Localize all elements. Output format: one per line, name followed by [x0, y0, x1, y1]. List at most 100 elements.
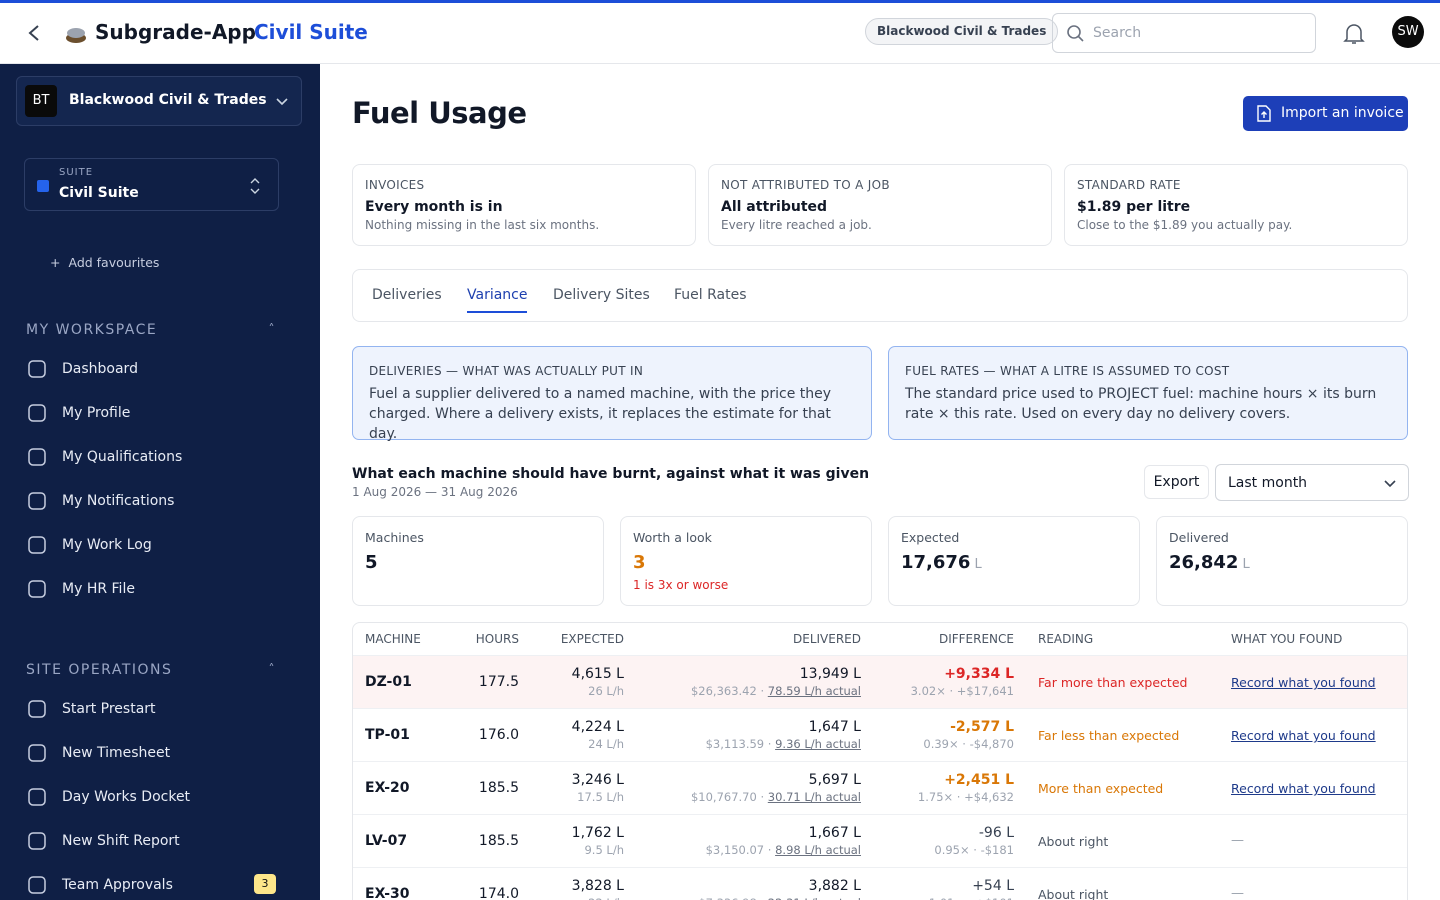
nav-item[interactable]: Dashboard	[26, 358, 138, 380]
column-header: DELIVERED	[793, 632, 861, 646]
suite-value: Civil Suite	[59, 185, 139, 201]
section-title-text: MY WORKSPACE	[26, 322, 158, 338]
sidebar: BT Blackwood Civil & Trades SUITE Civil …	[0, 64, 320, 900]
delivered-rate: 9.36 L/h actual	[775, 737, 861, 751]
delivered-detail: $3,113.59 · 9.36 L/h actual	[624, 737, 861, 751]
notifications-button[interactable]	[1343, 22, 1365, 46]
column-header: WHAT YOU FOUND	[1231, 632, 1343, 646]
card-value: Every month is in	[365, 199, 503, 215]
reading: Far more than expected	[1038, 675, 1188, 690]
expected-rate: 9.5 L/h	[584, 843, 624, 857]
delivered-cost: $26,363.42 ·	[690, 684, 768, 698]
tab[interactable]: Delivery Sites	[553, 287, 650, 303]
org-name: Blackwood Civil & Trades	[69, 92, 267, 108]
add-favourites-label: Add favourites	[68, 255, 160, 270]
info-text: The standard price used to PROJECT fuel:…	[905, 386, 1377, 422]
nav-icon	[28, 360, 46, 378]
stat-value: 26,842 L	[1169, 552, 1250, 573]
expected: 3,246 L	[571, 772, 624, 788]
suite-switcher[interactable]: SUITE Civil Suite	[24, 158, 279, 211]
info-box: DELIVERIES — WHAT WAS ACTUALLY PUT IN Fue…	[352, 346, 872, 442]
nav-item[interactable]: My HR File	[26, 578, 135, 600]
nav-item[interactable]: My Qualifications	[26, 446, 182, 468]
difference-detail: 0.95× · -$181	[934, 843, 1014, 857]
stat-value: 3	[633, 552, 646, 573]
difference: -96 L	[978, 825, 1014, 841]
back-button[interactable]	[24, 23, 44, 43]
avatar[interactable]: SW	[1392, 16, 1424, 48]
import-button[interactable]: Import an invoice	[1243, 96, 1408, 131]
nav-icon	[28, 492, 46, 510]
app-logo	[66, 28, 86, 43]
tab[interactable]: Fuel Rates	[674, 287, 747, 303]
difference: +54 L	[972, 878, 1014, 894]
tab[interactable]: Deliveries	[372, 287, 442, 303]
suite-dot	[37, 180, 49, 192]
nav-item[interactable]: New Timesheet	[26, 742, 170, 764]
nav-label: Dashboard	[62, 361, 138, 377]
card-value: All attributed	[721, 199, 828, 215]
nav-item[interactable]: Team Approvals 3	[26, 874, 276, 896]
delivered-rate: 22.31 L/h actual	[768, 896, 861, 900]
delivered-detail: $3,150.07 · 8.98 L/h actual	[624, 843, 861, 857]
nav-item[interactable]: Start Prestart	[26, 698, 156, 720]
nav-label: My Qualifications	[62, 449, 183, 465]
tab-bar: Deliveries Variance Delivery Sites Fuel Rat…	[352, 269, 1408, 322]
machine: EX-20	[365, 780, 410, 796]
delivered: 13,949 L	[799, 666, 861, 682]
nav-item[interactable]: My Profile	[26, 402, 130, 424]
record-link[interactable]: Record what you found	[1231, 781, 1376, 796]
nav-icon	[28, 448, 46, 466]
nav-label: My HR File	[62, 581, 135, 597]
expected-rate: 26 L/h	[588, 684, 624, 698]
nav-item[interactable]: My Work Log	[26, 534, 152, 556]
expected: 3,828 L	[571, 878, 624, 894]
stat-label: Delivered	[1169, 530, 1229, 545]
nav-item[interactable]: My Notifications	[26, 490, 174, 512]
stat-card: Worth a look 3 1 is 3x or worse	[620, 516, 872, 606]
nav-item[interactable]: Day Works Docket	[26, 786, 190, 808]
org-switcher[interactable]: BT Blackwood Civil & Trades	[16, 76, 302, 126]
search-placeholder: Search	[1093, 25, 1142, 41]
delivered-rate: 78.59 L/h actual	[767, 684, 861, 698]
search-box[interactable]: Search	[1052, 13, 1316, 53]
reading: About right	[1038, 887, 1109, 900]
card-note: Every litre reached a job.	[721, 218, 872, 232]
hours: 185.5	[478, 833, 519, 849]
nav-icon	[28, 404, 46, 422]
summary-card: NOT ATTRIBUTED TO A JOB All attributed Eve…	[708, 164, 1052, 246]
section-title: MY WORKSPACE ˄	[26, 322, 276, 338]
difference-detail: 3.02× · +$17,641	[910, 684, 1014, 698]
summary-card: INVOICES Every month is in Nothing missing…	[352, 164, 696, 246]
info-box: FUEL RATES — WHAT A LITRE IS ASSUMED TO …	[888, 346, 1408, 440]
delivered-cost: $10,767.70 ·	[690, 790, 768, 804]
column-header: EXPECTED	[560, 632, 624, 646]
delivered-rate: 30.71 L/h actual	[767, 790, 861, 804]
column-header: MACHINE	[365, 632, 421, 646]
difference-detail: 1.01× · +$101	[861, 896, 1014, 900]
nav-label: My Profile	[62, 405, 131, 421]
hours: 174.0	[478, 886, 519, 900]
card-label: STANDARD RATE	[1077, 178, 1181, 192]
nav-item[interactable]: New Shift Report	[26, 830, 180, 852]
delivered-cost: $7,336.98 ·	[698, 896, 768, 900]
machine: EX-30	[365, 886, 410, 900]
section-heading: What each machine should have burnt, aga…	[352, 466, 870, 482]
reading: More than expected	[1038, 781, 1164, 796]
delivered: 1,667 L	[808, 825, 861, 841]
add-favourites[interactable]: + Add favourites	[50, 255, 160, 270]
period-select[interactable]: Last month	[1215, 464, 1409, 501]
org-initials: BT	[25, 85, 57, 117]
machine: TP-01	[365, 727, 410, 743]
record-link[interactable]: Record what you found	[1231, 675, 1376, 690]
export-button[interactable]: Export	[1144, 465, 1209, 499]
stat-label: Worth a look	[633, 530, 712, 545]
section-title-text: SITE OPERATIONS	[26, 662, 173, 678]
stat-label: Expected	[901, 530, 960, 545]
nav-icon	[28, 876, 46, 894]
tab[interactable]: Variance	[467, 287, 528, 313]
date-range: 1 Aug 2026 — 31 Aug 2026	[352, 485, 518, 499]
nav-label: Team Approvals	[62, 877, 173, 893]
record-link[interactable]: Record what you found	[1231, 728, 1376, 743]
